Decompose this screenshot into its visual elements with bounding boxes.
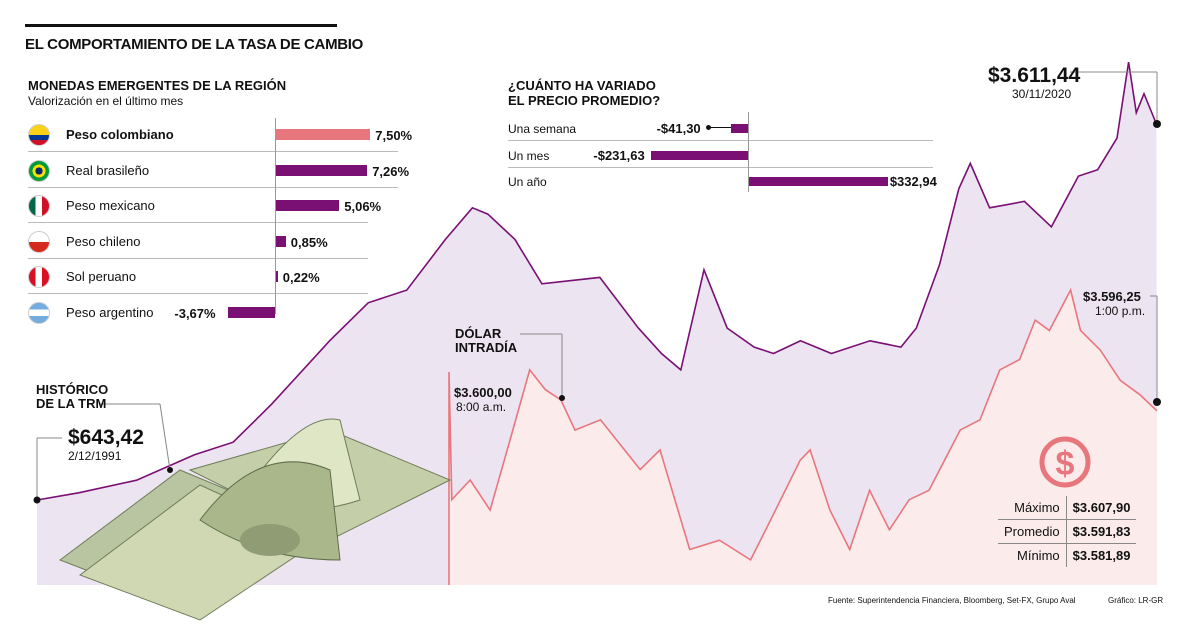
moneda-value: 7,26%: [372, 163, 410, 179]
variacion-row: Una semana -$41,30: [508, 115, 933, 141]
moneda-bar: [275, 129, 371, 140]
flag-mexico-icon: [28, 195, 50, 217]
monedas-subtitle: Valorización en el último mes: [28, 94, 184, 108]
moneda-name: Peso chileno: [66, 233, 141, 249]
variacion-row: Un año $332,94: [508, 168, 937, 194]
moneda-row: Peso colombiano 7,50%: [28, 116, 412, 152]
stat-label: Mínimo: [998, 543, 1067, 567]
moneda-value: -3,67%: [174, 305, 216, 321]
moneda-value: 5,06%: [344, 199, 382, 214]
intraday-start-time: 8:00 a.m.: [456, 400, 507, 414]
trm-end-value: $3.611,44: [988, 64, 1081, 87]
flag-argentina-icon: [28, 301, 50, 324]
moneda-name: Peso mexicano: [66, 198, 155, 213]
credit-note: Gráfico: LR-GR: [1108, 596, 1164, 605]
variacion-value: -$231,63: [593, 147, 645, 163]
stat-value: $3.591,83: [1066, 519, 1137, 544]
variacion-period: Un mes: [508, 148, 550, 163]
moneda-value: 0,22%: [282, 270, 320, 285]
stat-value: $3.607,90: [1066, 496, 1137, 520]
stat-row: Mínimo $3.581,89: [998, 543, 1136, 567]
stat-row: Máximo $3.607,90: [998, 496, 1137, 520]
intraday-title: DÓLAR INTRADÍA: [455, 326, 518, 355]
stat-row: Promedio $3.591,83: [998, 519, 1137, 544]
moneda-name: Sol peruano: [66, 269, 137, 284]
trm-start-date: 2/12/1991: [68, 449, 122, 463]
moneda-bar: [228, 306, 275, 318]
moneda-name: Peso argentino: [66, 304, 154, 320]
intraday-end-point: [1153, 398, 1161, 406]
end-point: [1153, 120, 1161, 128]
historical-line: [36, 61, 1158, 501]
variacion-axis: [748, 112, 749, 192]
page-title: EL COMPORTAMIENTO DE LA TASA DE CAMBIO: [25, 36, 364, 53]
variacion-row: Un mes -$231,63: [508, 142, 933, 168]
variacion-period: Una semana: [508, 122, 577, 136]
row-divider: [28, 186, 398, 188]
dot: [705, 125, 711, 130]
intraday-start-value: $3.600,00: [454, 385, 512, 400]
svg-text:$: $: [1056, 445, 1075, 483]
moneda-value: 7,50%: [375, 128, 413, 143]
intraday-label-point: [559, 395, 565, 401]
row-divider: [28, 151, 398, 152]
moneda-bar: [275, 271, 278, 282]
moneda-row: Sol peruano 0,22%: [28, 258, 398, 294]
flag-colombia-icon: [28, 124, 50, 146]
moneda-row: Peso argentino -3,67%: [28, 294, 398, 330]
row-divider: [28, 257, 368, 259]
intraday-end-time: 1:00 p.m.: [1095, 304, 1146, 318]
trm-end-date: 30/11/2020: [1012, 87, 1072, 101]
dollar-icon: $: [1039, 436, 1091, 488]
money-pile-illustration: [58, 418, 452, 621]
row-divider: [28, 293, 368, 294]
title-rule: [25, 24, 337, 27]
variacion-period: Un año: [508, 175, 547, 189]
trm-label-point: [167, 467, 173, 473]
variacion-title: ¿CUÁNTO HA VARIADO EL PRECIO PROMEDIO?: [508, 78, 661, 108]
monedas-axis: [275, 118, 276, 314]
variacion-bar: [748, 177, 888, 186]
stat-label: Promedio: [998, 519, 1067, 544]
moneda-name: Peso colombiano: [66, 127, 174, 142]
intraday-end-value: $3.596,25: [1083, 289, 1141, 304]
flag-brazil-icon: [28, 159, 50, 182]
stat-value: $3.581,89: [1072, 548, 1131, 563]
moneda-bar: [275, 200, 340, 211]
moneda-name: Real brasileño: [66, 162, 150, 178]
flag-peru-icon: [28, 266, 50, 288]
intraday-area: [449, 290, 1157, 585]
row-divider: [508, 140, 933, 141]
flag-chile-icon: [28, 230, 50, 253]
source-note: Fuente: Superintendencia Financiera, Blo…: [828, 596, 1076, 605]
moneda-row: Peso chileno 0,85%: [28, 223, 398, 259]
trm-start-value: $643,42: [68, 426, 144, 449]
variacion-value: -$41,30: [656, 121, 701, 136]
row-divider: [28, 222, 368, 223]
start-point: [33, 496, 41, 504]
variacion-bar: [730, 124, 748, 133]
moneda-row: Real brasileño 7,26%: [28, 152, 409, 188]
moneda-bar: [275, 235, 286, 247]
moneda-row: Peso mexicano 5,06%: [28, 187, 398, 223]
stat-label: Máximo: [998, 496, 1067, 520]
moneda-bar: [275, 164, 368, 176]
intraday-line: [448, 287, 1158, 585]
variacion-bar: [650, 150, 748, 160]
moneda-value: 0,85%: [290, 234, 328, 250]
monedas-title: MONEDAS EMERGENTES DE LA REGIÓN: [28, 78, 287, 93]
intraday-stats: Máximo $3.607,90 Promedio $3.591,83 Mínimo…: [998, 496, 1137, 567]
leader-line: [159, 403, 171, 471]
variacion-value: $332,94: [889, 174, 937, 189]
trm-title: HISTÓRICO DE LA TRM: [36, 382, 109, 411]
row-divider: [508, 166, 933, 168]
